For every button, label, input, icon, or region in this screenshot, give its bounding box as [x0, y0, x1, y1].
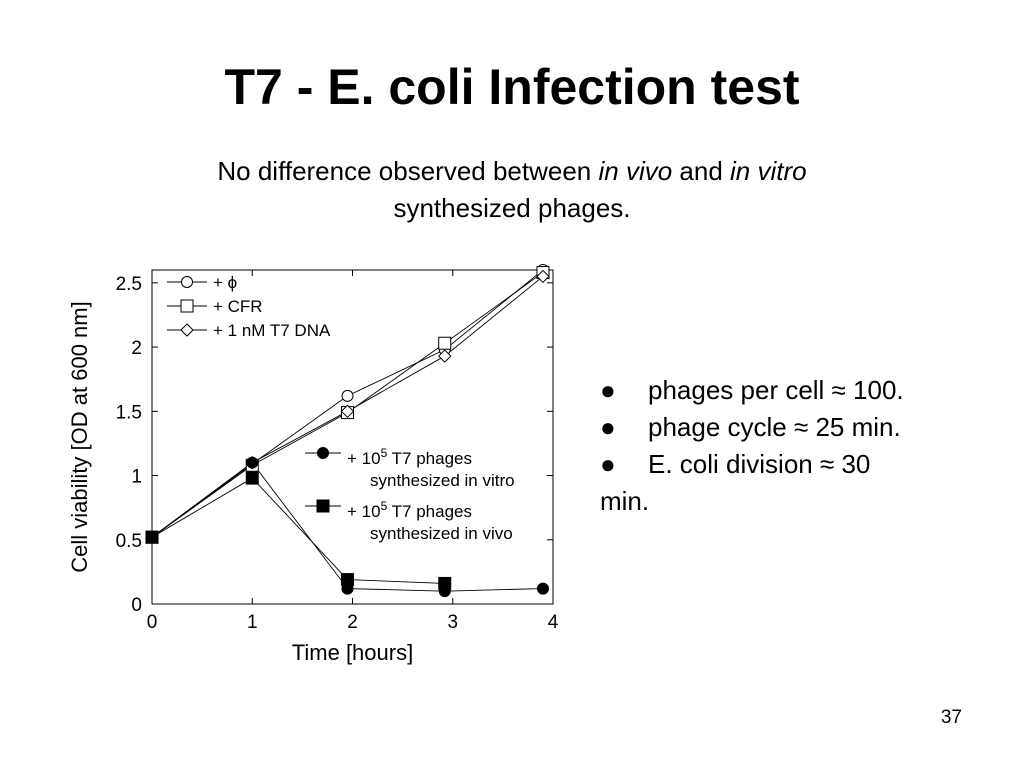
data-point-filled-square [245, 471, 259, 485]
y-tick-label: 0.5 [116, 531, 142, 552]
legend-label-part: + 10 [347, 502, 381, 521]
bullet-wrap-text: min. [600, 486, 650, 516]
x-tick-label: 4 [548, 612, 559, 633]
y-tick-label: 1.5 [116, 402, 142, 423]
data-point-filled-circle [536, 582, 549, 595]
legend-label-part: T7 phages [387, 449, 472, 468]
legend-label-part: T7 phages [387, 502, 472, 521]
bullet-text: E. coli division ≈ 30 [648, 449, 871, 479]
subtitle-text-1: No difference observed between [217, 156, 599, 186]
data-point-filled-square [340, 573, 354, 587]
legend-label: + CFR [213, 297, 263, 316]
legend-label: + 1 nM T7 DNA [213, 321, 331, 340]
data-point-open-circle [181, 276, 193, 288]
legend-label-part: + 10 [347, 449, 381, 468]
x-tick-label: 2 [347, 612, 358, 633]
data-point-open-circle [341, 389, 354, 402]
data-point-filled-square [145, 530, 159, 544]
bullet-item: ● E. coli division ≈ 30 [600, 446, 990, 483]
legend-label-superscript: 5 [381, 446, 388, 460]
legend-label: + 105 T7 phages [347, 499, 472, 521]
bullet-text: phage cycle ≈ 25 min. [648, 412, 901, 442]
chart-container: 0 1 2 3 4 0 0.5 1 1.5 2 2.5 Time [hours] Cell viabil… [55, 255, 575, 675]
legend-label-superscript: 5 [381, 499, 388, 513]
x-tick-label: 3 [447, 612, 458, 633]
data-point-filled-circle [317, 447, 329, 459]
data-point-filled-square [316, 499, 330, 513]
bullet-text: phages per cell ≈ 100. [648, 375, 904, 405]
x-tick-label: 1 [247, 612, 258, 633]
bullet-marker: ● [600, 449, 616, 479]
x-tick-label: 0 [147, 612, 158, 633]
legend-label: + 105 T7 phages [347, 446, 472, 468]
cell-viability-chart: 0 1 2 3 4 0 0.5 1 1.5 2 2.5 Time [hours] Cell viabil… [67, 264, 559, 665]
data-point-open-diamond [438, 349, 452, 363]
bullet-item: ● phages per cell ≈ 100. [600, 372, 990, 409]
y-tick-label: 1 [131, 467, 142, 488]
subtitle-text-2: and [672, 156, 731, 186]
data-point-open-diamond [536, 269, 550, 284]
y-tick-label: 0 [131, 595, 142, 616]
data-point-open-diamond [340, 404, 355, 419]
legend-label: + ϕ [213, 273, 237, 292]
series-line-4 [151, 477, 445, 584]
data-point-open-diamond [180, 323, 194, 337]
subtitle-italic-in-vitro: in vitro [730, 156, 807, 186]
subtitle-line-2: synthesized phages. [393, 193, 631, 223]
series-line-0 [151, 269, 544, 538]
bullet-marker: ● [600, 412, 616, 442]
legend-label-line2: synthesized in vivo [370, 524, 513, 543]
bullet-list: ● phages per cell ≈ 100. ● phage cycle ≈ 2… [600, 372, 990, 520]
bullet-item: ● phage cycle ≈ 25 min. [600, 409, 990, 446]
data-point-filled-square [438, 576, 452, 590]
slide-subtitle: No difference observed between in vivo a… [0, 153, 1024, 227]
legend-label-line2: synthesized in vitro [370, 471, 515, 490]
x-axis-label: Time [hours] [292, 640, 413, 665]
y-tick-label: 2.5 [116, 274, 142, 295]
y-tick-label: 2 [131, 338, 142, 359]
subtitle-italic-in-vivo: in vivo [598, 156, 673, 186]
y-axis-label: Cell viability [OD at 600 nm] [67, 301, 92, 572]
bullet-marker: ● [600, 375, 616, 405]
slide-title: T7 - E. coli Infection test [224, 59, 800, 115]
data-point-open-square [438, 336, 452, 350]
page-number: 37 [940, 707, 962, 728]
data-point-open-square [180, 299, 194, 313]
data-point-filled-circle [246, 456, 259, 469]
